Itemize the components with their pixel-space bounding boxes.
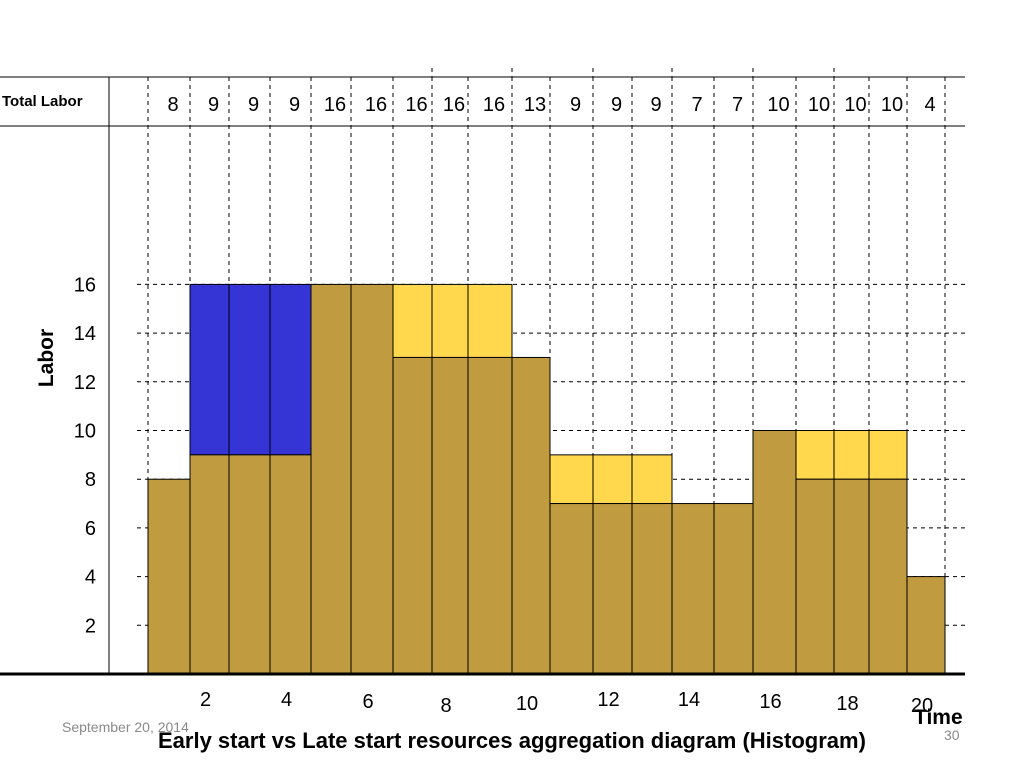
base-bar: [147, 478, 191, 675]
late-start-bar: [467, 283, 513, 358]
y-tick-label: 8: [85, 469, 96, 491]
y-tick-label: 12: [74, 372, 96, 394]
base-bar: [868, 478, 908, 675]
x-tick-label: 2: [200, 689, 211, 711]
total-labor-value: 9: [570, 94, 581, 116]
base-bar: [906, 576, 946, 675]
base-bar: [511, 356, 551, 675]
total-labor-row-label: Total Labor: [2, 93, 83, 110]
late-start-bar: [631, 454, 673, 505]
total-labor-value: 16: [365, 94, 387, 116]
total-labor-value: 7: [691, 94, 702, 116]
base-bar: [350, 283, 394, 675]
base-bar: [833, 478, 870, 675]
base-bar: [631, 503, 673, 675]
base-bar: [310, 283, 352, 675]
base-bar: [592, 503, 633, 675]
x-tick-label: 16: [759, 691, 781, 713]
x-tick-label: 4: [281, 689, 292, 711]
late-start-bar: [431, 283, 469, 358]
base-bar: [431, 356, 469, 675]
footer-date: September 20, 2014: [62, 719, 189, 735]
base-bar: [752, 430, 797, 675]
y-tick-label: 2: [85, 615, 96, 637]
early-start-bar: [269, 283, 312, 456]
total-labor-value: 9: [650, 94, 661, 116]
total-labor-value: 10: [844, 94, 866, 116]
y-axis-label: Labor: [35, 328, 59, 388]
base-bar: [795, 478, 835, 675]
base-bar: [189, 454, 230, 675]
x-tick-label: 8: [440, 695, 451, 717]
total-labor-value: 10: [881, 94, 903, 116]
total-labor-value: 16: [324, 94, 346, 116]
total-labor-value: 9: [208, 94, 219, 116]
chart-caption: Early start vs Late start resources aggr…: [158, 728, 866, 753]
y-tick-label: 6: [85, 518, 96, 540]
x-tick-label: 10: [516, 693, 538, 715]
base-bar: [713, 503, 754, 675]
total-labor-value: 7: [732, 94, 743, 116]
x-tick-label: 12: [597, 689, 619, 711]
page-number: 30: [944, 727, 960, 743]
late-start-bar: [833, 430, 870, 480]
total-labor-value: 4: [924, 94, 935, 116]
x-tick-label: 6: [362, 691, 373, 713]
total-labor-value: 9: [248, 94, 259, 116]
base-bar: [671, 503, 715, 675]
base-bar: [269, 454, 312, 675]
late-start-bar: [549, 454, 594, 505]
base-bar: [392, 356, 433, 675]
y-tick-label: 14: [74, 323, 96, 345]
total-labor-value: 16: [483, 94, 505, 116]
total-labor-value: 13: [524, 94, 546, 116]
y-tick-label: 10: [74, 421, 96, 443]
total-labor-value: 8: [167, 94, 178, 116]
total-labor-value: 16: [405, 94, 427, 116]
late-start-bar: [795, 430, 835, 480]
total-labor-value: 9: [289, 94, 300, 116]
late-start-bar: [592, 454, 633, 505]
total-labor-value: 10: [767, 94, 789, 116]
total-labor-value: 16: [443, 94, 465, 116]
late-start-bar: [868, 430, 908, 480]
base-bar: [549, 503, 594, 675]
early-start-bar: [189, 283, 230, 456]
total-labor-value: 9: [611, 94, 622, 116]
x-axis-label: Time: [914, 706, 963, 729]
base-bar: [467, 356, 513, 675]
y-tick-label: 4: [85, 567, 96, 589]
early-start-bar: [228, 283, 271, 456]
total-labor-value: 10: [808, 94, 830, 116]
y-tick-label: 16: [74, 274, 96, 296]
base-bar: [228, 454, 271, 675]
late-start-bar: [392, 283, 433, 358]
x-tick-label: 18: [836, 693, 858, 715]
x-tick-label: 14: [678, 689, 700, 711]
x-tick-label: 20: [911, 695, 933, 717]
